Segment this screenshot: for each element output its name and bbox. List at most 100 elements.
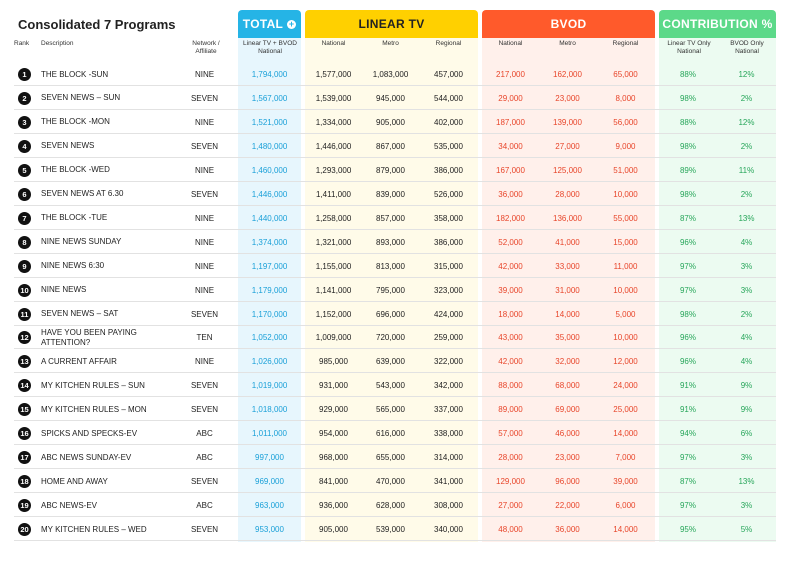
bvod-regional: 15,000 xyxy=(613,237,638,247)
linear-regional: 544,000 xyxy=(434,93,463,103)
program-description: NINE NEWS 6:30 xyxy=(41,261,105,271)
rank-badge: 15 xyxy=(18,403,31,417)
bvod-metro: 162,000 xyxy=(553,70,582,79)
linear-national: 1,155,000 xyxy=(315,261,352,271)
bvod-only-percent: 11% xyxy=(738,165,755,175)
bvod-metro: 41,000 xyxy=(555,237,580,247)
program-description: MY KITCHEN RULES – MON xyxy=(41,404,147,414)
linear-national: 1,539,000 xyxy=(315,93,352,103)
linear-national: 1,321,000 xyxy=(315,237,352,247)
rank-badge: 12 xyxy=(18,331,31,345)
table-row: 5 THE BLOCK -WED NINE 1,460,000 1,293,000 879… xyxy=(14,159,776,182)
rank-badge: 19 xyxy=(18,499,31,513)
total-national: 953,000 xyxy=(255,525,284,535)
network-affiliate: SEVEN xyxy=(190,381,219,391)
bvod-only-percent: 3% xyxy=(740,285,753,295)
linear-regional: 342,000 xyxy=(434,381,463,391)
bvod-metro: 46,000 xyxy=(555,429,580,439)
bvod-metro: 23,000 xyxy=(555,93,580,103)
bvod-only-percent: 12% xyxy=(738,70,755,79)
table-row: 12 HAVE YOU BEEN PAYING ATTENTION? TEN 1,05… xyxy=(14,326,776,350)
plus-circle-icon[interactable]: + xyxy=(287,18,297,29)
linear-metro: 879,000 xyxy=(376,165,405,175)
linear-regional: 314,000 xyxy=(434,453,463,463)
linear-metro: 696,000 xyxy=(376,309,405,319)
linear-national: 954,000 xyxy=(319,429,348,439)
table-row: 10 NINE NEWS NINE 1,179,000 1,141,000 795,000… xyxy=(14,279,776,302)
row-divider xyxy=(14,108,776,110)
table-row: 14 MY KITCHEN RULES – SUN SEVEN 1,019,000 93… xyxy=(14,374,776,398)
linear-only-percent: 98% xyxy=(679,189,696,199)
bvod-metro: 139,000 xyxy=(553,117,582,127)
bvod-national: 36,000 xyxy=(498,189,523,199)
linear-metro: 857,000 xyxy=(376,213,405,223)
network-affiliate: NINE xyxy=(194,165,215,175)
bvod-national: 42,000 xyxy=(498,261,523,271)
linear-metro: 893,000 xyxy=(376,237,405,247)
linear-metro: 565,000 xyxy=(376,405,405,415)
header-network: Network / Affiliate xyxy=(192,40,220,55)
linear-regional: 315,000 xyxy=(434,261,463,271)
bvod-metro: 68,000 xyxy=(555,381,580,391)
total-national: 1,521,000 xyxy=(251,117,288,127)
row-divider xyxy=(14,540,776,542)
rank-badge: 2 xyxy=(18,91,31,105)
bvod-only-percent: 3% xyxy=(740,261,753,271)
rank-badge: 17 xyxy=(18,451,31,465)
row-divider xyxy=(14,396,776,398)
program-description: THE BLOCK -MON xyxy=(41,117,110,127)
bvod-national: 42,000 xyxy=(498,357,523,367)
table-row: 2 SEVEN NEWS – SUN SEVEN 1,567,000 1,539,000… xyxy=(14,87,776,110)
linear-only-percent: 96% xyxy=(679,333,696,343)
bvod-national: 129,000 xyxy=(496,477,525,487)
linear-metro: 655,000 xyxy=(376,453,405,463)
bvod-only-percent: 4% xyxy=(740,357,753,367)
bvod-national: 29,000 xyxy=(498,93,523,103)
program-description: SEVEN NEWS AT 6.30 xyxy=(41,189,124,199)
linear-national: 929,000 xyxy=(319,405,348,415)
header-rank: Rank xyxy=(14,40,30,47)
bvod-metro: 28,000 xyxy=(555,189,580,199)
bvod-metro: 32,000 xyxy=(555,357,580,367)
bvod-national: 182,000 xyxy=(496,213,525,223)
linear-only-percent: 88% xyxy=(679,117,696,127)
linear-regional: 386,000 xyxy=(434,165,463,175)
header-bvod-national: National xyxy=(498,40,523,47)
bvod-only-percent: 12% xyxy=(738,117,755,127)
table-row: 15 MY KITCHEN RULES – MON SEVEN 1,018,000 92… xyxy=(14,398,776,422)
network-affiliate: NINE xyxy=(194,285,215,295)
linear-only-percent: 95% xyxy=(679,525,696,535)
total-national: 1,052,000 xyxy=(251,333,288,343)
bvod-only-percent: 4% xyxy=(740,237,753,247)
bvod-regional: 6,000 xyxy=(615,501,636,511)
linear-only-percent: 94% xyxy=(679,429,696,439)
network-affiliate: SEVEN xyxy=(190,477,219,487)
linear-regional: 340,000 xyxy=(434,525,463,535)
linear-national: 1,293,000 xyxy=(315,165,352,175)
table-row: 1 THE BLOCK -SUN NINE 1,794,000 1,577,000 1,0… xyxy=(14,63,776,86)
rank-badge: 13 xyxy=(18,355,31,369)
bvod-regional: 10,000 xyxy=(613,189,638,199)
bvod-regional: 7,000 xyxy=(615,453,636,463)
linear-only-percent: 98% xyxy=(679,93,696,103)
bvod-only-percent: 2% xyxy=(740,189,753,199)
total-national: 1,019,000 xyxy=(251,381,288,391)
program-description: SEVEN NEWS xyxy=(41,141,95,151)
bvod-national: 57,000 xyxy=(498,429,523,439)
program-description: THE BLOCK -SUN xyxy=(41,69,109,79)
linear-national: 968,000 xyxy=(319,453,348,463)
row-divider xyxy=(14,372,776,374)
total-national: 1,170,000 xyxy=(251,309,288,319)
table-row: 11 SEVEN NEWS – SAT SEVEN 1,170,000 1,152,00… xyxy=(14,303,776,326)
total-band[interactable]: TOTAL + xyxy=(238,10,301,38)
linear-national: 1,334,000 xyxy=(315,117,352,127)
linear-national: 936,000 xyxy=(319,501,348,511)
row-divider xyxy=(14,516,776,518)
rank-badge: 20 xyxy=(18,523,31,537)
bvod-national: 27,000 xyxy=(498,501,523,511)
table-row: 6 SEVEN NEWS AT 6.30 SEVEN 1,446,000 1,411,0… xyxy=(14,183,776,206)
total-national: 963,000 xyxy=(255,501,284,511)
linear-metro: 543,000 xyxy=(376,381,405,391)
bvod-metro: 23,000 xyxy=(555,453,580,463)
network-affiliate: NINE xyxy=(194,357,215,367)
